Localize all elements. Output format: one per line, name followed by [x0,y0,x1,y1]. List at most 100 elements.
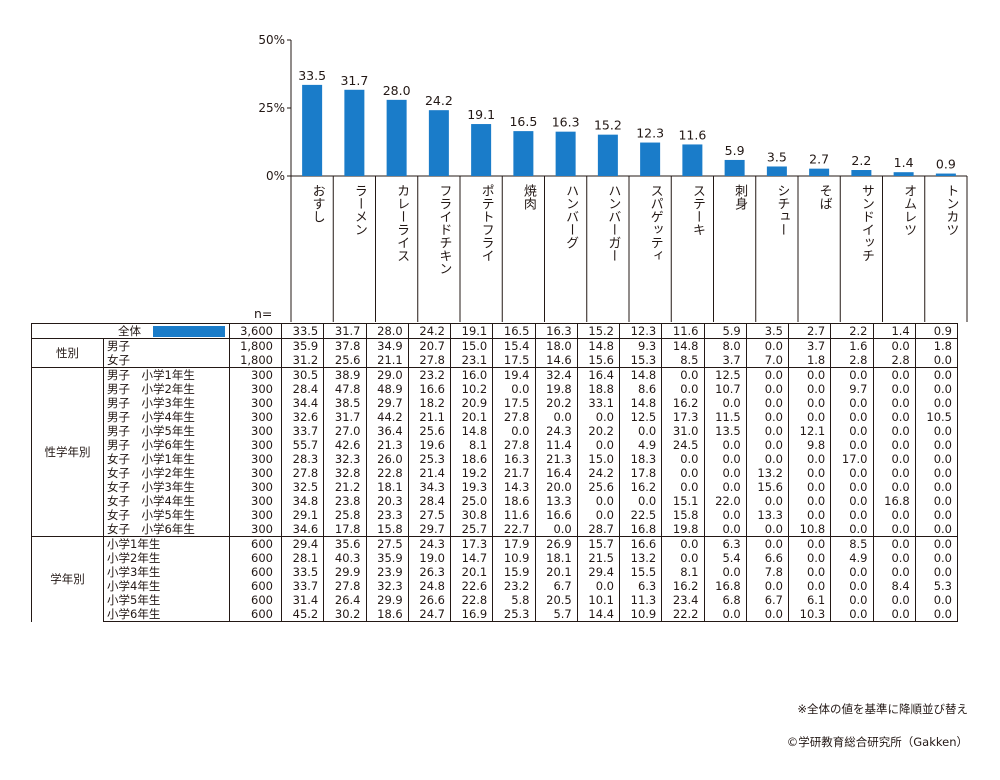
bar [555,131,576,176]
table-cell: 20.1 [449,565,494,579]
table-cell: 0.0 [661,480,705,494]
table-cell: 29.0 [365,367,409,382]
dish-label: オムレツ [901,184,916,236]
table-cell: 15.6 [576,353,621,368]
table-cell: 19.2 [449,466,494,480]
table-cell: 0.0 [534,410,578,424]
row-n: 1,800 [229,338,282,353]
bar [597,134,618,176]
table-cell: 6.1 [787,593,832,607]
table-cell: 22.8 [449,593,494,607]
table-cell: 0.0 [914,466,959,480]
table-cell: 4.9 [618,438,663,452]
table-cell: 16.4 [576,367,621,382]
table-cell: 12.1 [787,424,832,438]
table-cell: 17.0 [830,452,874,466]
table-cell: 29.4 [576,565,621,579]
table-cell: 0.0 [703,522,747,537]
table-cell: 30.5 [280,367,325,382]
table-cell: 27.8 [492,438,536,452]
row-label: 小学4年生 [103,579,230,593]
table-cell: 13.3 [745,508,790,522]
table-cell: 0.0 [787,382,832,396]
table-cell: 16.5 [492,323,536,339]
table-cell: 22.2 [661,607,705,622]
table-cell: 24.8 [407,579,452,593]
row-n: 300 [229,466,282,480]
table-cell: 18.0 [534,338,578,353]
table-cell: 2.2 [830,323,874,339]
table-cell: 8.1 [449,438,494,452]
table-cell: 25.6 [323,353,367,368]
table-cell: 21.1 [407,410,452,424]
row-n: 300 [229,410,282,424]
dish-label: 焼肉 [521,184,537,210]
table-cell: 38.9 [323,367,367,382]
table-cell: 21.1 [365,353,409,368]
table-cell: 0.0 [745,494,790,508]
table-row: 女子 小学6年生 300 34.6 17.8 15.8 29.7 25.7 22.7 0.0 28… [32,522,959,537]
table-row: 男子 小学3年生 300 34.4 38.5 29.7 18.2 20.9 17.5 20.2 3… [32,396,959,410]
table-cell: 29.9 [365,593,409,607]
table-cell: 38.5 [323,396,367,410]
table-cell: 8.5 [830,536,874,551]
table-cell: 22.6 [449,579,494,593]
row-n: 600 [229,607,282,622]
table-row: 女子 小学5年生 300 29.1 25.8 23.3 27.5 30.8 11.6 16.6 0… [32,508,959,522]
table-cell: 0.0 [787,466,832,480]
table-cell: 29.7 [407,522,452,537]
row-label: 男子 小学5年生 [103,424,230,438]
table-cell: 27.5 [365,536,409,551]
table-cell: 0.0 [787,494,832,508]
table-cell: 27.8 [323,579,367,593]
table-cell: 28.1 [280,551,325,565]
table-cell: 0.0 [703,508,747,522]
table-row: 男子 小学6年生 300 55.7 42.6 21.3 19.6 8.1 27.8 11.4 0.… [32,438,959,452]
table-row: 小学5年生 600 31.4 26.4 29.9 26.6 22.8 5.8 20.5 10.1 1… [32,593,959,607]
bar-value-label: 19.1 [467,107,495,122]
table-cell: 0.0 [872,536,916,551]
table-cell: 32.3 [365,579,409,593]
table-cell: 0.0 [830,410,874,424]
table-cell: 35.9 [280,338,325,353]
table-cell: 5.9 [703,323,747,339]
table-cell: 0.0 [745,536,790,551]
table-cell: 14.7 [449,551,494,565]
table-cell: 12.3 [618,323,663,339]
table-cell: 26.3 [407,565,452,579]
row-label: 小学5年生 [103,593,230,607]
table-cell: 31.2 [280,353,325,368]
table-cell: 12.5 [703,367,747,382]
table-cell: 0.0 [830,522,874,537]
table-cell: 13.2 [618,551,663,565]
table-cell: 0.0 [872,367,916,382]
table-cell: 0.0 [787,452,832,466]
bars-group: 33.5 31.7 28.0 24.2 19.1 16.5 16.3 15.2 12.3 11.6… [298,68,956,176]
table-cell: 15.9 [492,565,536,579]
row-label: 小学3年生 [103,565,230,579]
table-cell: 0.0 [618,494,663,508]
table-cell: 34.4 [280,396,325,410]
table-cell: 17.9 [492,536,536,551]
table-cell: 21.5 [576,551,621,565]
row-label: 女子 [103,353,230,368]
table-cell: 29.9 [323,565,367,579]
table-cell: 16.4 [534,466,578,480]
row-n: 300 [229,396,282,410]
table-cell: 13.3 [534,494,578,508]
table-cell: 20.5 [534,593,578,607]
total-label: 全体 [118,323,141,338]
table-cell: 0.0 [914,424,959,438]
table-cell: 36.4 [365,424,409,438]
table-cell: 17.3 [661,410,705,424]
table-cell: 0.0 [872,382,916,396]
table-cell: 15.0 [449,338,494,353]
table-cell: 10.8 [787,522,832,537]
table-cell: 5.8 [492,593,536,607]
table-cell: 28.7 [576,522,621,537]
table-cell: 24.3 [407,536,452,551]
table-cell: 22.0 [703,494,747,508]
table-row: 女子 小学2年生 300 27.8 32.8 22.8 21.4 19.2 21.7 16.4 2… [32,466,959,480]
table-cell: 0.0 [914,494,959,508]
table-row: 小学2年生 600 28.1 40.3 35.9 19.0 14.7 10.9 18.1 21.5… [32,551,959,565]
